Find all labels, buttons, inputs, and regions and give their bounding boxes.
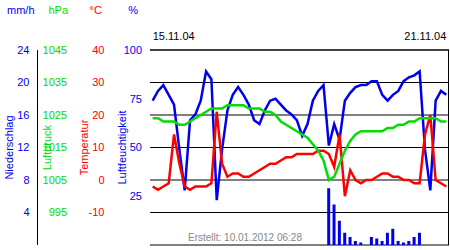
svg-text:40: 40: [92, 44, 104, 56]
svg-text:Luftdruck: Luftdruck: [40, 124, 53, 171]
svg-text:4: 4: [23, 206, 29, 218]
svg-text:Luftfeuchtigkeit: Luftfeuchtigkeit: [116, 111, 128, 185]
svg-text:1025: 1025: [43, 109, 67, 121]
svg-text:15.11.04: 15.11.04: [153, 30, 195, 42]
svg-text:16: 16: [17, 109, 29, 121]
svg-text:1015: 1015: [43, 141, 67, 153]
svg-text:24: 24: [17, 44, 29, 56]
svg-text:1045: 1045: [43, 44, 67, 56]
svg-text:-10: -10: [89, 206, 105, 218]
svg-text:hPa: hPa: [48, 4, 68, 16]
svg-text:50: 50: [130, 141, 142, 153]
svg-text:8: 8: [23, 174, 29, 186]
html-text:Erstellt: 10.01.2012 06:28: Erstellt: 10.01.2012 06:28: [188, 232, 302, 243]
svg-text:Niederschlag: Niederschlag: [8, 115, 15, 179]
svg-text:21.11.04: 21.11.04: [404, 30, 442, 42]
svg-text:995: 995: [49, 206, 67, 218]
svg-text:25: 25: [130, 190, 142, 202]
svg-text:20: 20: [92, 109, 104, 121]
svg-text:%: %: [128, 4, 138, 16]
svg-text:30: 30: [92, 76, 104, 88]
svg-text:°C: °C: [90, 4, 102, 16]
svg-text:0: 0: [98, 174, 104, 186]
svg-text:Temperatur: Temperatur: [78, 119, 90, 175]
svg-text:1035: 1035: [43, 76, 67, 88]
svg-text:mm/h: mm/h: [8, 4, 35, 16]
svg-text:20: 20: [17, 76, 29, 88]
svg-text:1005: 1005: [43, 174, 67, 186]
svg-text:10: 10: [92, 141, 104, 153]
svg-text:100: 100: [124, 44, 142, 56]
svg-text:75: 75: [130, 93, 142, 105]
svg-text:12: 12: [17, 141, 29, 153]
